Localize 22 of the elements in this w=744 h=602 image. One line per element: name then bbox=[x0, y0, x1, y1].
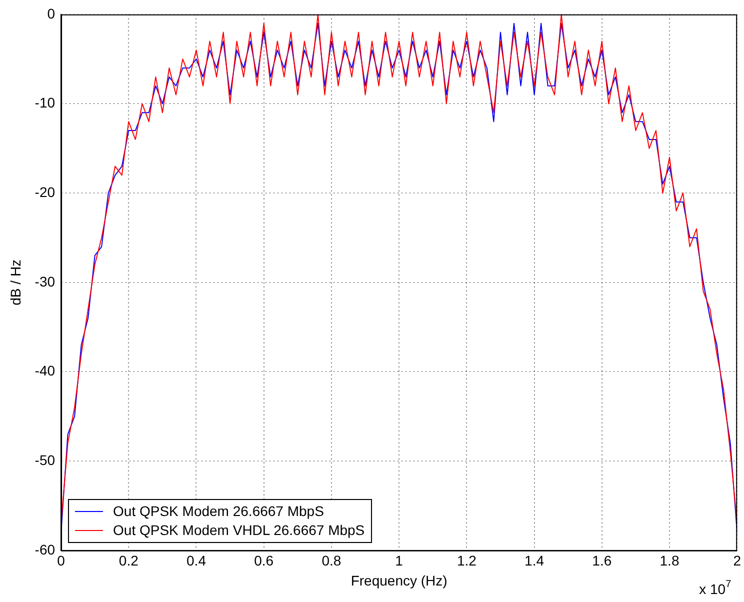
x-tick-label: 1 bbox=[395, 552, 404, 569]
y-tick-label: -60 bbox=[34, 541, 56, 558]
legend-label: Out QPSK Modem VHDL 26.6667 MbpS bbox=[113, 521, 365, 540]
x-tick-label: 0 bbox=[57, 552, 66, 569]
x-tick-label: 2 bbox=[733, 552, 742, 569]
y-tick-label: -10 bbox=[34, 94, 56, 111]
y-tick-label: -40 bbox=[34, 362, 56, 379]
x-tick-label: 0.4 bbox=[186, 552, 206, 569]
legend-label: Out QPSK Modem 26.6667 MbpS bbox=[113, 502, 324, 522]
x-axis-title: Frequency (Hz) bbox=[350, 572, 448, 588]
x-tick-label: 1.8 bbox=[660, 552, 680, 569]
x-tick-label: 1.4 bbox=[524, 552, 544, 569]
y-tick-label: -50 bbox=[34, 452, 56, 468]
y-axis-title: dB / Hz bbox=[7, 259, 24, 306]
x-tick-label: 1.2 bbox=[456, 552, 477, 569]
y-tick-label: 0 bbox=[47, 5, 56, 22]
x-tick-label: 0.8 bbox=[322, 552, 342, 569]
x-tick-label: 0.6 bbox=[254, 552, 274, 569]
y-tick-label: -30 bbox=[34, 273, 56, 290]
y-tick-label: -20 bbox=[34, 184, 56, 200]
x-tick-label: 0.2 bbox=[118, 552, 139, 569]
x-tick-label: 1.6 bbox=[592, 552, 612, 569]
